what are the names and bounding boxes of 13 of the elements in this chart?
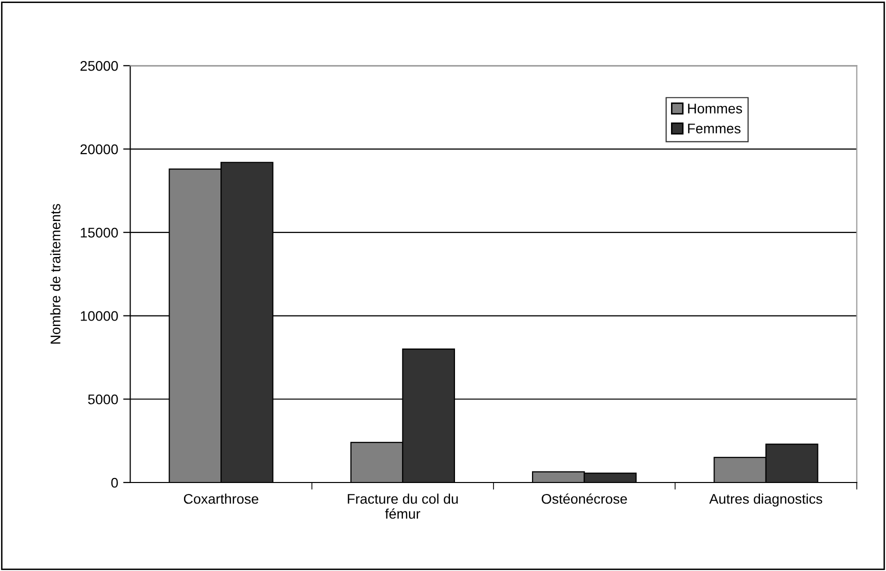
x-tick-label: Coxarthrose <box>184 494 258 504</box>
y-axis-title: Nombre de traitements <box>50 204 60 344</box>
x-tick-label: Ostéonécrose <box>542 493 627 504</box>
x-tick-label: Fracture du col du fémur <box>348 494 458 519</box>
legend-label: Femmes <box>688 124 741 134</box>
y-tick-label: 25000 <box>80 61 118 71</box>
y-tick-label: 20000 <box>80 144 118 154</box>
y-tick-label: 15000 <box>80 228 118 238</box>
x-tick-label: Autres diagnostics <box>709 494 822 507</box>
y-tick-label: 5000 <box>88 394 118 404</box>
legend-label: Hommes <box>688 104 742 114</box>
y-tick-label: 10000 <box>80 311 118 321</box>
y-tick-label: 0 <box>111 478 118 488</box>
